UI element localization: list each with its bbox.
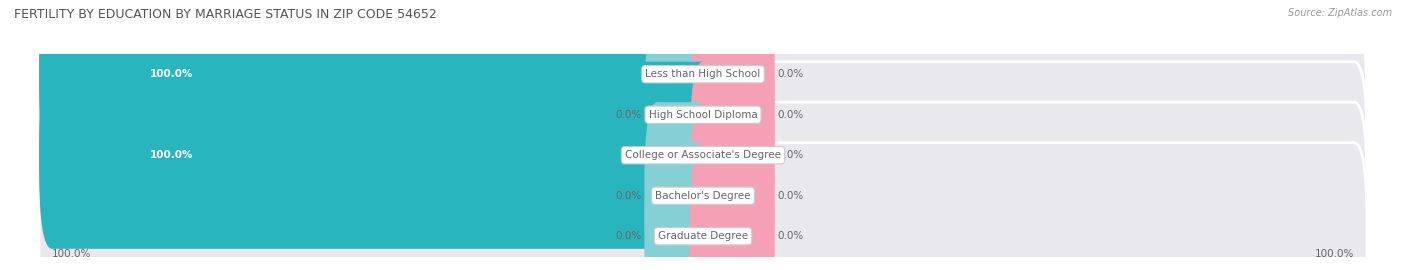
FancyBboxPatch shape xyxy=(690,102,775,270)
Text: 0.0%: 0.0% xyxy=(778,69,804,79)
FancyBboxPatch shape xyxy=(39,0,716,168)
Text: 0.0%: 0.0% xyxy=(778,110,804,120)
FancyBboxPatch shape xyxy=(690,0,775,168)
FancyBboxPatch shape xyxy=(690,62,775,249)
Text: 0.0%: 0.0% xyxy=(778,231,804,241)
FancyBboxPatch shape xyxy=(39,102,1367,270)
Text: 0.0%: 0.0% xyxy=(614,191,641,201)
FancyBboxPatch shape xyxy=(39,143,1367,270)
Text: FERTILITY BY EDUCATION BY MARRIAGE STATUS IN ZIP CODE 54652: FERTILITY BY EDUCATION BY MARRIAGE STATU… xyxy=(14,8,437,21)
Text: 100.0%: 100.0% xyxy=(149,69,193,79)
Text: 0.0%: 0.0% xyxy=(778,150,804,160)
Text: College or Associate's Degree: College or Associate's Degree xyxy=(626,150,780,160)
Text: 100.0%: 100.0% xyxy=(1315,249,1354,259)
Text: High School Diploma: High School Diploma xyxy=(648,110,758,120)
FancyBboxPatch shape xyxy=(39,62,1367,249)
FancyBboxPatch shape xyxy=(644,143,716,270)
FancyBboxPatch shape xyxy=(644,21,716,208)
Text: Less than High School: Less than High School xyxy=(645,69,761,79)
FancyBboxPatch shape xyxy=(690,143,775,270)
FancyBboxPatch shape xyxy=(39,62,716,249)
Text: 0.0%: 0.0% xyxy=(614,110,641,120)
Text: Bachelor's Degree: Bachelor's Degree xyxy=(655,191,751,201)
FancyBboxPatch shape xyxy=(39,0,1367,168)
Text: Source: ZipAtlas.com: Source: ZipAtlas.com xyxy=(1288,8,1392,18)
FancyBboxPatch shape xyxy=(690,21,775,208)
FancyBboxPatch shape xyxy=(39,21,1367,208)
Legend: Married, Unmarried: Married, Unmarried xyxy=(623,268,783,270)
Text: Graduate Degree: Graduate Degree xyxy=(658,231,748,241)
FancyBboxPatch shape xyxy=(644,102,716,270)
Text: 0.0%: 0.0% xyxy=(778,191,804,201)
Text: 0.0%: 0.0% xyxy=(614,231,641,241)
Text: 100.0%: 100.0% xyxy=(149,150,193,160)
Text: 100.0%: 100.0% xyxy=(52,249,91,259)
